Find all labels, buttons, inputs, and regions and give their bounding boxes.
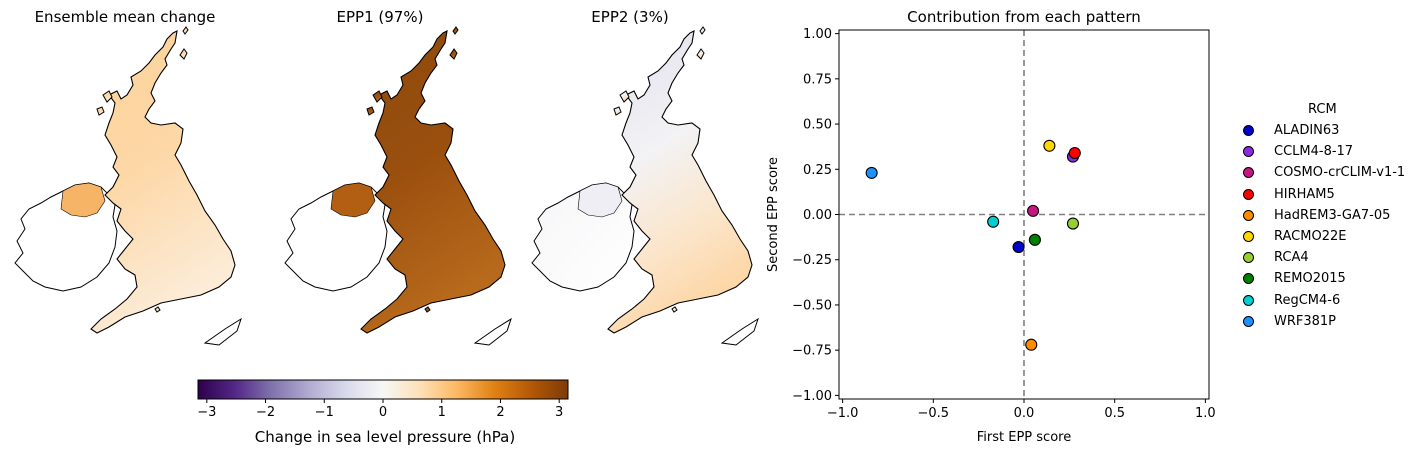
y-tick-label: 0.75 — [803, 72, 832, 87]
island-outline — [619, 90, 630, 103]
map-title-ensemble: Ensemble mean change — [34, 8, 216, 26]
x-tick-label: −0.5 — [918, 406, 950, 421]
x-tick-label: −1.0 — [827, 406, 859, 421]
legend-label: WRF381P — [1274, 313, 1337, 329]
island-outline — [203, 317, 242, 346]
y-tick-label: −0.25 — [792, 253, 832, 268]
point-hadrem3-ga7-05 — [1025, 338, 1038, 351]
colorbar-tick-label: 1 — [438, 405, 446, 420]
y-tick-label: 0.50 — [803, 118, 832, 133]
y-tick-label: −0.75 — [792, 344, 832, 359]
island-outline — [671, 306, 678, 313]
legend-marker — [1243, 252, 1254, 264]
colorbar-tick-label: 2 — [496, 405, 504, 420]
island-outline — [154, 306, 161, 313]
colorbar-tick-label: 0 — [379, 405, 387, 420]
map-epp1 — [284, 26, 512, 346]
colorbar-ramp — [197, 379, 569, 400]
colorbar-tick-label: 3 — [555, 405, 563, 420]
map-ensemble — [14, 26, 242, 346]
legend-marker — [1243, 209, 1254, 221]
legend-label: REMO2015 — [1274, 271, 1346, 287]
northern-ireland-shading — [61, 183, 105, 217]
legend-item: RCA4 — [1243, 249, 1309, 267]
colorbar: −3 −2 −1 0 1 2 3 — [197, 379, 569, 420]
legend-item: RegCM4-6 — [1243, 292, 1340, 310]
x-tick-label: 1.0 — [1195, 406, 1216, 421]
island-outline — [372, 90, 383, 103]
legend-item: HadREM3-GA7-05 — [1243, 207, 1390, 225]
scatter-chart: Contribution from each pattern −1.0 −0.5 0.… — [766, 8, 1216, 445]
legend-item: CCLM4-8-17 — [1243, 143, 1353, 161]
point-aladin63 — [1012, 241, 1025, 254]
island-outline — [449, 48, 458, 60]
island-outline — [720, 317, 759, 346]
map-title-epp2: EPP2 (3%) — [591, 8, 669, 26]
legend-label: RegCM4-6 — [1274, 292, 1341, 308]
island-outline — [366, 106, 375, 116]
island-outline — [699, 26, 706, 35]
map-epp2 — [531, 26, 759, 346]
point-remo2015 — [1028, 233, 1041, 246]
great-britain-outline — [360, 30, 506, 334]
island-outline — [182, 26, 189, 35]
y-tick-label: −0.50 — [792, 298, 832, 313]
legend-item: WRF381P — [1243, 313, 1336, 331]
legend-marker — [1243, 315, 1254, 327]
plot-frame — [838, 29, 1210, 400]
point-rca4 — [1066, 217, 1080, 230]
island-outline — [179, 48, 188, 60]
legend-marker — [1243, 231, 1254, 242]
point-wrf381p — [865, 166, 878, 179]
island-outline — [424, 306, 431, 313]
colorbar-tick-label: −2 — [256, 405, 275, 420]
island-outline — [452, 26, 459, 35]
island-outline — [102, 90, 113, 103]
point-regcm4-6 — [987, 215, 1000, 228]
legend-title: RCM — [1308, 102, 1337, 117]
northern-ireland-shading — [331, 183, 375, 217]
island-outline — [613, 106, 622, 116]
legend-label: COSMO-crCLIM-v1-1 — [1274, 165, 1406, 181]
legend-label: RCA4 — [1274, 250, 1309, 266]
legend-label: HadREM3-GA7-05 — [1274, 207, 1391, 223]
legend-marker — [1243, 294, 1254, 306]
legend-marker — [1243, 125, 1254, 136]
chart-title: Contribution from each pattern — [907, 8, 1141, 26]
x-tick-label: 0.5 — [1104, 406, 1125, 421]
y-axis-label: Second EPP score — [766, 157, 781, 272]
island-outline — [473, 317, 512, 346]
y-tick-label: 1.00 — [803, 27, 832, 42]
x-axis-label: First EPP score — [977, 430, 1071, 445]
colorbar-label: Change in sea level pressure (hPa) — [254, 428, 516, 446]
y-tick-label: 0.25 — [803, 163, 832, 178]
legend-label: ALADIN63 — [1274, 123, 1340, 138]
legend-item: HIRHAM5 — [1243, 186, 1335, 204]
legend-item: RACMO22E — [1243, 228, 1346, 246]
legend-marker — [1243, 273, 1254, 285]
island-outline — [696, 48, 705, 60]
y-tick-label: −1.00 — [792, 389, 832, 404]
point-cosmo-crclim-v1-1 — [1027, 204, 1040, 217]
map-title-epp1: EPP1 (97%) — [336, 8, 424, 26]
colorbar-tick-label: −3 — [197, 405, 216, 420]
legend-label: RACMO22E — [1274, 229, 1347, 244]
point-racmo22e — [1043, 139, 1056, 152]
legend-item: REMO2015 — [1243, 270, 1346, 288]
northern-ireland-shading — [578, 183, 622, 217]
x-tick-label: 0.0 — [1014, 406, 1035, 421]
legend-label: CCLM4-8-17 — [1274, 144, 1354, 160]
great-britain-outline — [90, 30, 236, 334]
island-outline — [96, 106, 105, 116]
legend-marker — [1243, 146, 1254, 158]
legend-marker — [1243, 167, 1254, 179]
colorbar-tick-label: −1 — [315, 405, 334, 420]
legend-item: COSMO-crCLIM-v1-1 — [1243, 164, 1405, 182]
legend-marker — [1243, 188, 1254, 200]
legend-label: HIRHAM5 — [1274, 186, 1335, 202]
legend-item: ALADIN63 — [1243, 122, 1339, 140]
great-britain-outline — [607, 30, 753, 334]
point-hirham5 — [1068, 146, 1081, 160]
y-tick-label: 0.00 — [803, 208, 832, 223]
